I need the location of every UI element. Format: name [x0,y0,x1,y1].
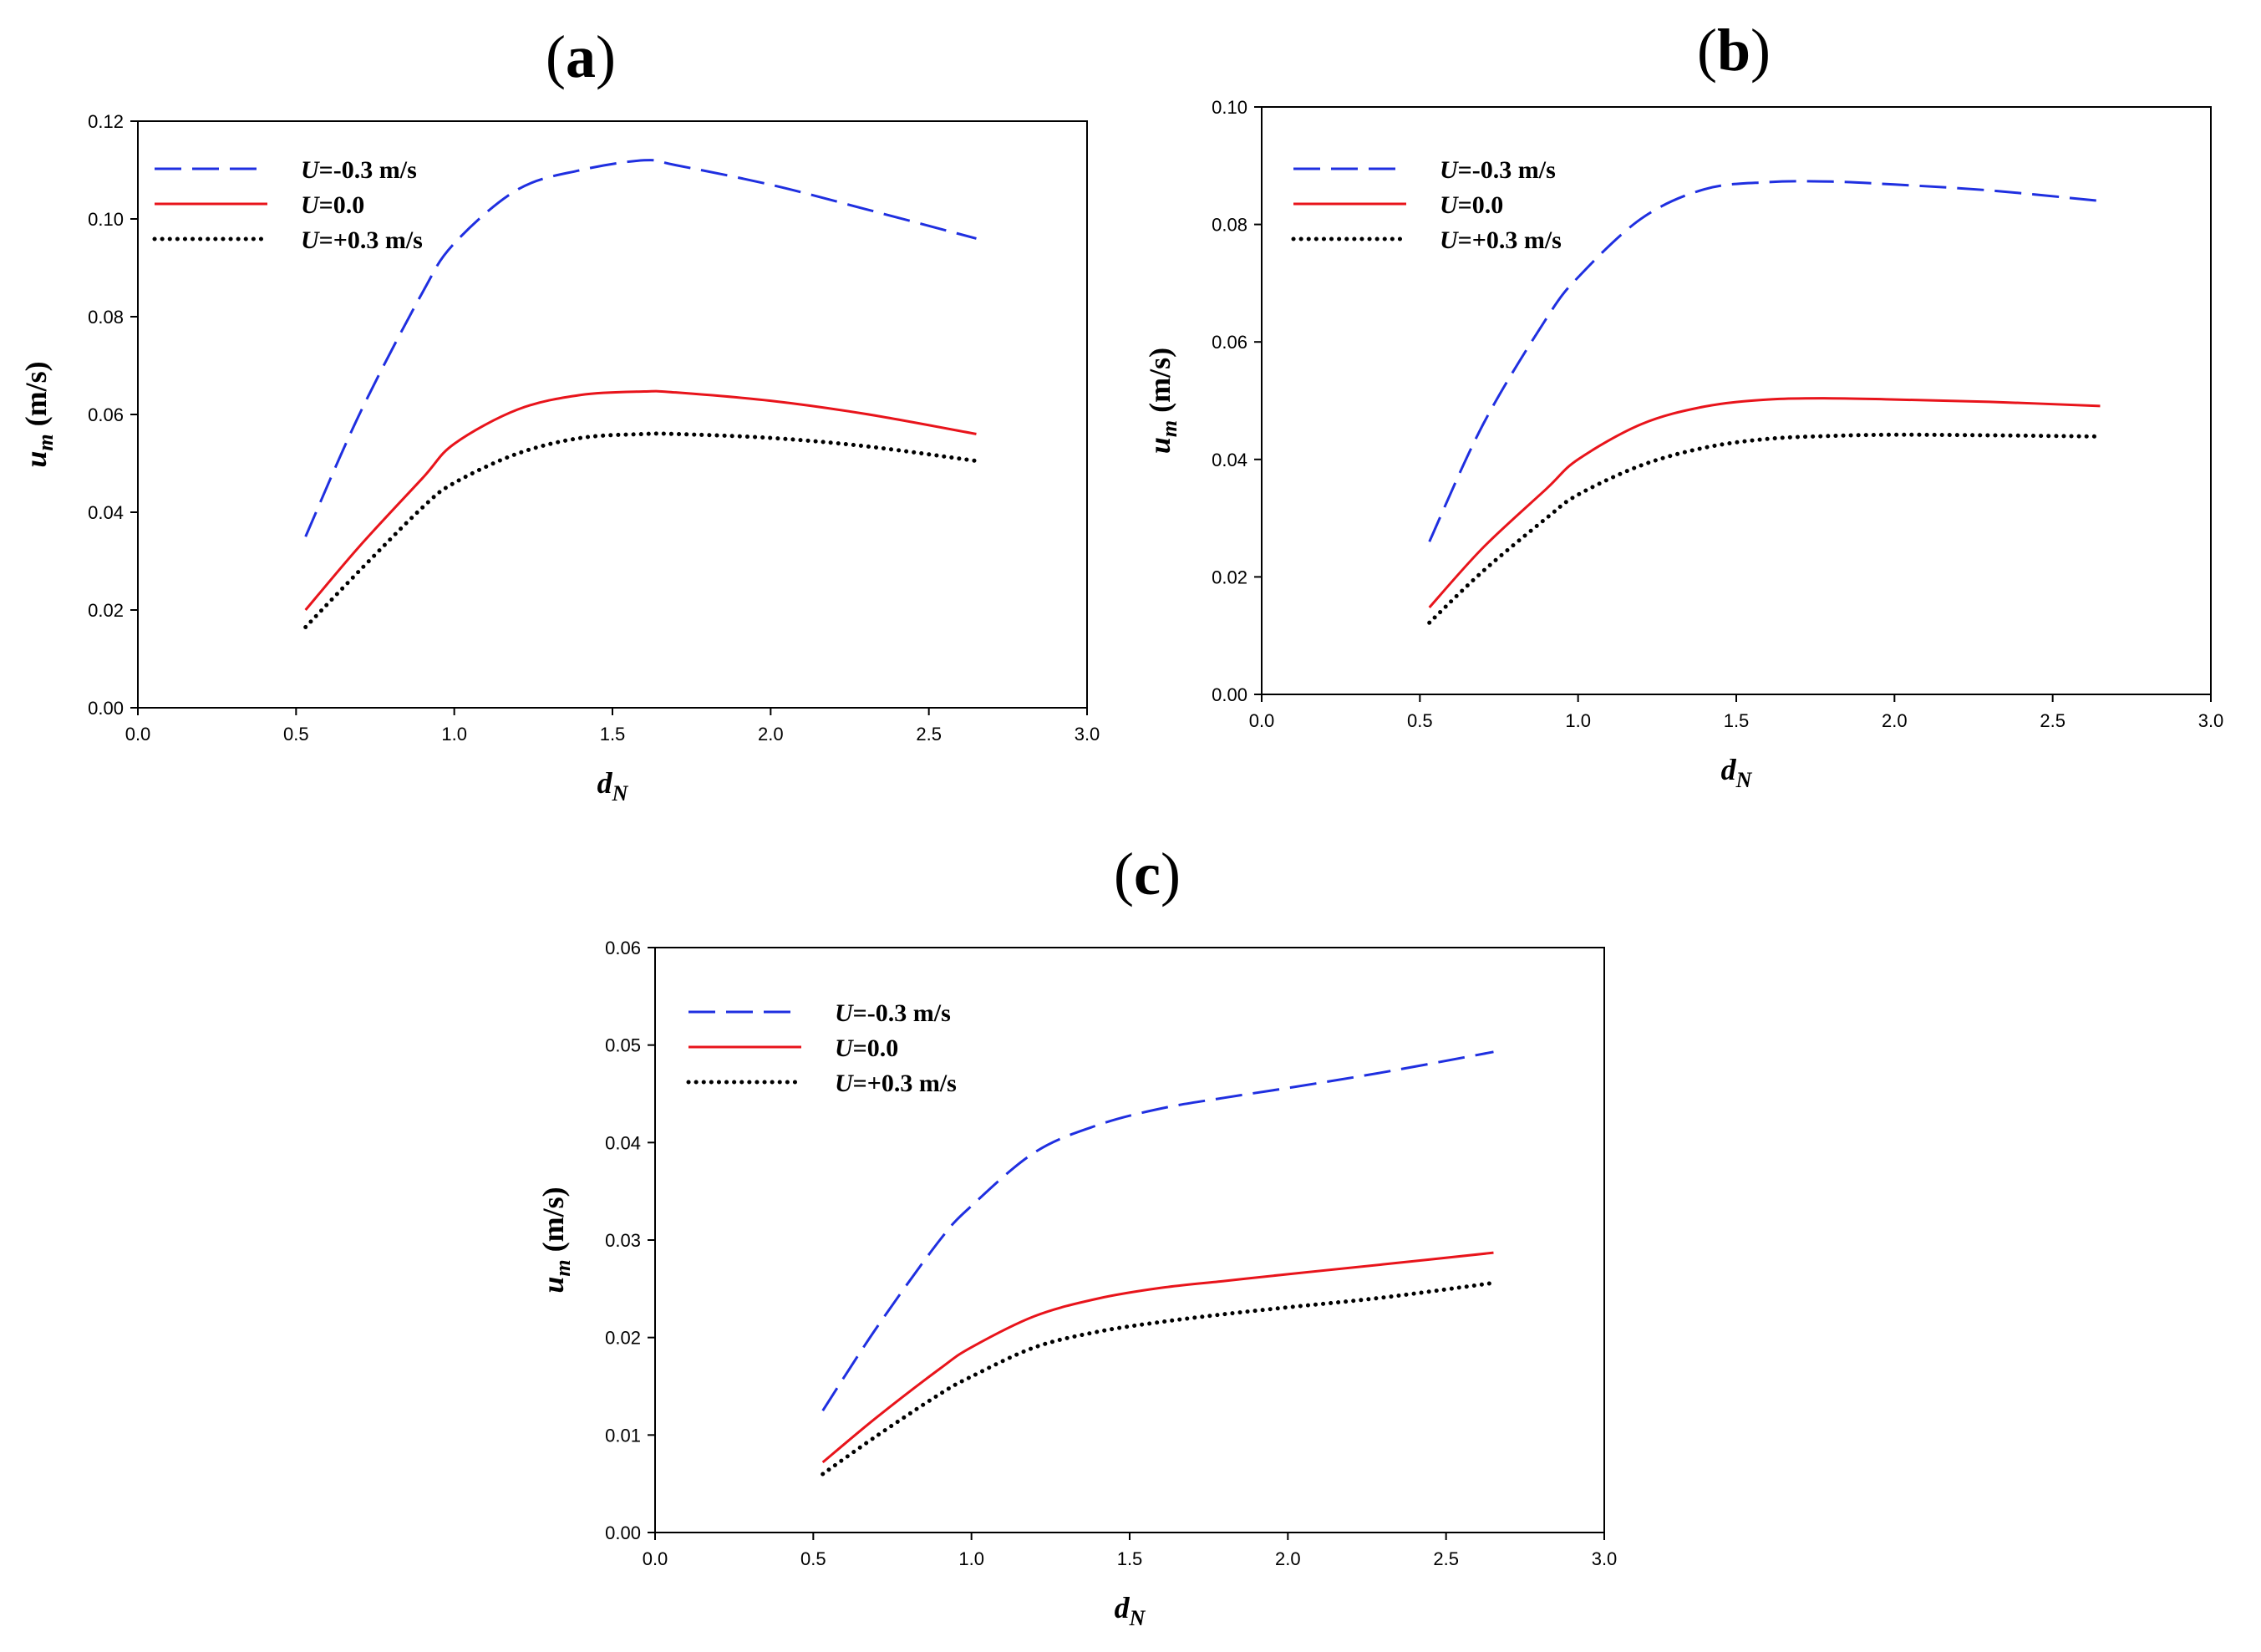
series-line-u-neg-0-3 [821,1050,1494,1411]
x-tick-label: 0.5 [1407,710,1433,731]
legend: U=-0.3 m/s U=0.0 U=+0.3 m/s [152,156,423,254]
chart-panel-b: (b) 0.00 0.02 0.04 0.06 0.08 0.10 0.0 0.5 1.0 1.5 2… [1143,17,2223,792]
x-tick-label: 0.0 [125,724,151,745]
y-tick-label: 0.12 [88,111,124,132]
x-axis-title: dN [1721,753,1753,792]
x-tick-label: 2.0 [758,724,784,745]
y-tick-label: 0.04 [1212,450,1247,470]
series-line-u-neg-0-3 [304,159,977,537]
legend-label: U=-0.3 m/s [301,156,417,184]
series-line-u-neg-0-3 [1428,180,2101,542]
x-tick-label: 0.0 [1249,710,1275,731]
series-line-u-0-0 [304,389,977,611]
x-tick-label: 1.5 [1724,710,1750,731]
y-tick-label: 0.05 [605,1035,641,1056]
series-line-u-pos-0-3 [303,431,978,629]
series-line-u-pos-0-3 [821,1280,1496,1477]
x-tick-label: 2.0 [1275,1548,1301,1569]
x-tick-label: 3.0 [1592,1548,1618,1569]
y-tick-label: 0.06 [1212,332,1247,353]
y-axis-title: um (m/s) [19,361,58,467]
y-tick-label: 0.08 [1212,215,1247,236]
x-tick-label: 2.5 [1433,1548,1459,1569]
series-line-u-0-0 [1428,397,2101,608]
plot-frame [1261,106,2212,695]
y-tick-label: 0.10 [88,209,124,230]
x-tick-label: 0.0 [643,1548,668,1569]
x-tick-label: 2.5 [2040,710,2065,731]
x-tick-label: 1.0 [958,1548,984,1569]
panel-label: (b) [1697,17,1771,84]
y-tick-label: 0.02 [605,1328,641,1349]
legend-label: U=0.0 [835,1034,898,1062]
legend-label: U=0.0 [301,191,364,219]
y-axis-title: um (m/s) [1143,348,1181,454]
legend-label: U=+0.3 m/s [835,1070,957,1097]
y-tick-label: 0.00 [605,1522,641,1543]
legend-label: U=-0.3 m/s [1440,156,1556,184]
y-tick-label: 0.02 [1212,567,1247,587]
y-tick-label: 0.01 [605,1425,641,1446]
y-tick-label: 0.00 [88,698,124,719]
legend-label: U=0.0 [1440,191,1503,219]
y-tick-label: 0.06 [88,404,124,425]
y-tick-label: 0.00 [1212,684,1247,705]
x-tick-label: 1.5 [1117,1548,1143,1569]
legend: U=-0.3 m/s U=0.0 U=+0.3 m/s [1291,156,1562,254]
series-line-u-pos-0-3 [1427,432,2102,625]
y-tick-label: 0.03 [605,1230,641,1251]
x-tick-label: 2.0 [1882,710,1908,731]
y-tick-label: 0.02 [88,600,124,621]
y-tick-label: 0.04 [605,1132,641,1153]
y-tick-label: 0.10 [1212,97,1247,118]
x-tick-label: 1.0 [1565,710,1591,731]
chart-panel-c: (c) 0.00 0.01 0.02 0.03 0.04 0.05 0.06 0.0 0.5 1.0… [536,841,1617,1630]
y-tick-label: 0.06 [605,938,641,958]
y-tick-label: 0.04 [88,502,124,523]
x-axis-title: dN [1115,1591,1146,1630]
plot-frame [654,947,1605,1533]
plot-frame [137,120,1088,709]
legend-label: U=+0.3 m/s [301,226,423,254]
x-tick-label: 3.0 [2198,710,2224,731]
y-axis-title: um (m/s) [536,1187,575,1293]
x-axis-title: dN [597,766,629,806]
legend-label: U=+0.3 m/s [1440,226,1562,254]
x-tick-label: 0.5 [800,1548,826,1569]
series-line-u-0-0 [821,1251,1494,1464]
y-tick-label: 0.08 [88,307,124,328]
legend: U=-0.3 m/s U=0.0 U=+0.3 m/s [686,999,957,1097]
chart-panel-a: (a) 0.00 0.02 0.04 0.06 0.08 0.10 0.12 0.0 0.5 1.0… [19,23,1100,806]
x-tick-label: 3.0 [1075,724,1100,745]
x-tick-label: 0.5 [283,724,309,745]
x-tick-label: 1.5 [600,724,626,745]
x-tick-label: 2.5 [916,724,942,745]
legend-label: U=-0.3 m/s [835,999,951,1027]
panel-label: (a) [546,23,616,90]
panel-label: (c) [1114,841,1181,907]
x-tick-label: 1.0 [441,724,467,745]
